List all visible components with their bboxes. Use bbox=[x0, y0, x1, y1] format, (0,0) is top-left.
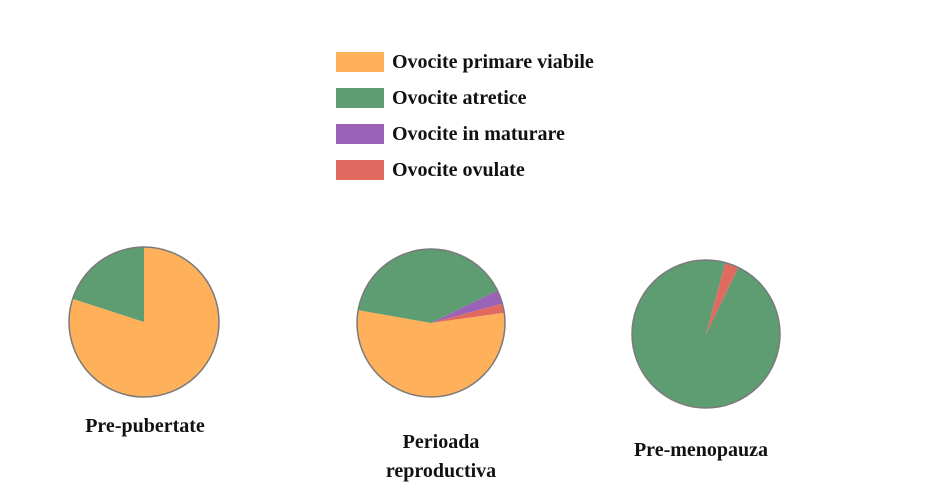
pie-0-outline bbox=[68, 246, 220, 398]
pie-label-perioada-reproductiva: Perioada reproductiva bbox=[385, 431, 497, 482]
pie-2-outline bbox=[631, 259, 781, 409]
legend-item-viable: Ovocite primare viabile bbox=[336, 44, 594, 80]
pie-1-slice-1 bbox=[358, 248, 498, 323]
pie-1-slice-2 bbox=[431, 290, 503, 323]
legend-label: Ovocite atretice bbox=[392, 86, 527, 109]
legend-item-maturare: Ovocite in maturare bbox=[336, 116, 594, 152]
legend-item-atretice: Ovocite atretice bbox=[336, 80, 594, 116]
legend-swatch bbox=[336, 160, 384, 180]
pie-2-slice-3 bbox=[706, 262, 739, 334]
legend-label: Ovocite ovulate bbox=[392, 158, 525, 181]
pie-1-slice-0 bbox=[357, 310, 505, 397]
legend-swatch bbox=[336, 124, 384, 144]
legend: Ovocite primare viabile Ovocite atretice… bbox=[336, 44, 594, 188]
pie-0-slice-1 bbox=[72, 247, 144, 322]
pie-label-pre-menopauza: Pre-menopauza bbox=[633, 439, 769, 461]
legend-label: Ovocite in maturare bbox=[392, 122, 565, 145]
legend-item-ovulate: Ovocite ovulate bbox=[336, 152, 594, 188]
legend-swatch bbox=[336, 52, 384, 72]
pie-1-outline bbox=[356, 248, 506, 398]
legend-label: Ovocite primare viabile bbox=[392, 50, 594, 73]
pie-label-pre-pubertate: Pre-pubertate bbox=[85, 415, 205, 437]
legend-swatch bbox=[336, 88, 384, 108]
pie-1-slice-3 bbox=[431, 303, 505, 323]
